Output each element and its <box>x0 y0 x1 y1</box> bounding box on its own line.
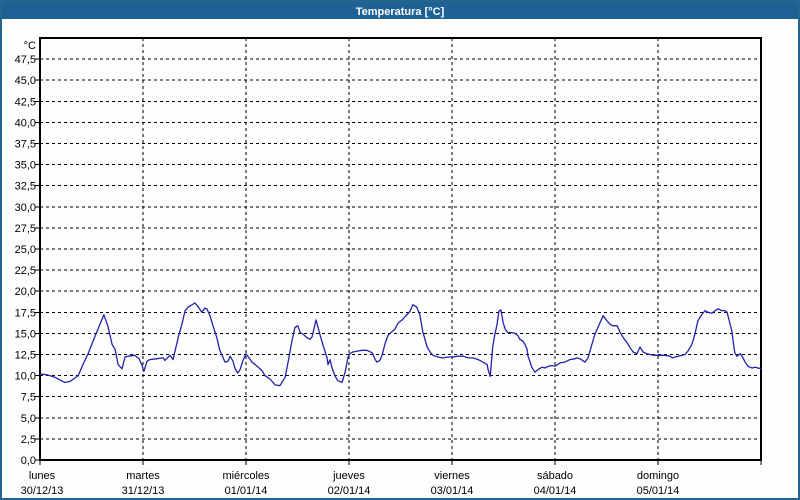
y-tick-label: 42,5 <box>15 96 36 108</box>
y-tick-label: 0,0 <box>21 455 36 467</box>
y-tick-label: 40,0 <box>15 117 36 129</box>
y-tick-label: 45,0 <box>15 75 36 87</box>
x-day-name-label: sábado <box>537 470 573 482</box>
window-title: Temperatura [°C] <box>355 6 445 18</box>
y-tick-label: 2,5 <box>21 434 36 446</box>
x-day-date-label: 31/12/13 <box>122 485 165 497</box>
x-day-name-label: jueves <box>332 470 365 482</box>
y-tick-label: 22,5 <box>15 265 36 277</box>
x-day-date-label: 04/01/14 <box>534 485 577 497</box>
x-day-date-label: 01/01/14 <box>225 485 268 497</box>
y-axis-unit-label: °C <box>24 40 36 52</box>
window-titlebar: Temperatura [°C] <box>2 2 798 19</box>
temperature-series-line <box>39 302 762 387</box>
y-axis-labels: 0,0 2,5 5,0 7,5 10,0 12,5 15,0 17,5 20,0 22,5 25,0… <box>15 54 36 467</box>
x-day-date-label: 30/12/13 <box>21 485 64 497</box>
x-gridlines <box>142 38 659 460</box>
y-gridlines <box>40 58 761 440</box>
y-tick-label: 25,0 <box>15 244 36 256</box>
x-day-name-label: viernes <box>434 470 470 482</box>
y-tick-label: 27,5 <box>15 223 36 235</box>
temperature-line <box>39 302 762 387</box>
y-tick-label: 30,0 <box>15 202 36 214</box>
y-tick-label: 37,5 <box>15 139 36 151</box>
x-day-date-label: 02/01/14 <box>328 485 371 497</box>
axis-ticks <box>35 58 762 465</box>
x-day-name-label: miércoles <box>222 470 270 482</box>
y-tick-label: 10,0 <box>15 371 36 383</box>
x-day-name-label: domingo <box>637 470 679 482</box>
y-tick-label: 5,0 <box>21 413 36 425</box>
y-tick-label: 12,5 <box>15 350 36 362</box>
y-tick-label: 35,0 <box>15 160 36 172</box>
y-tick-label: 47,5 <box>15 54 36 66</box>
y-tick-label: 15,0 <box>15 328 36 340</box>
x-axis-labels: lunes 30/12/13 martes 31/12/13 miércoles 01/0… <box>21 470 680 497</box>
x-day-date-label: 05/01/14 <box>637 485 680 497</box>
y-tick-label: 20,0 <box>15 286 36 298</box>
x-day-date-label: 03/01/14 <box>431 485 474 497</box>
y-tick-label: 32,5 <box>15 181 36 193</box>
x-day-name-label: lunes <box>29 470 56 482</box>
y-tick-label: 17,5 <box>15 307 36 319</box>
y-tick-label: 7,5 <box>21 392 36 404</box>
x-day-name-label: martes <box>126 470 160 482</box>
